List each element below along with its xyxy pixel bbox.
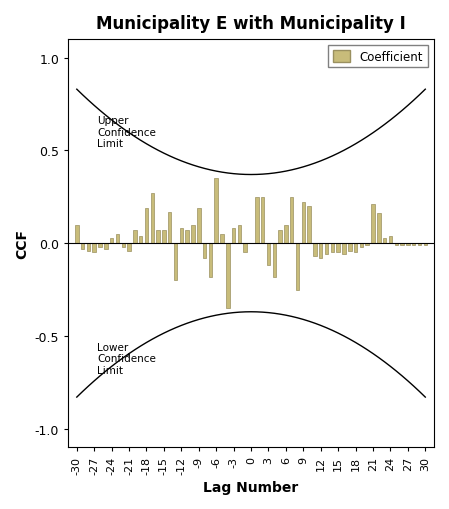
Bar [145,209,148,244]
Text: Upper
Confidence
Limit: Upper Confidence Limit [97,116,156,149]
Bar [383,238,387,244]
Bar [104,244,108,249]
Bar [197,209,201,244]
Bar [360,244,363,247]
Bar [133,231,136,244]
Bar [156,231,160,244]
Bar [365,244,369,245]
Bar [395,244,398,245]
Bar [284,225,288,244]
Bar [162,231,166,244]
Legend: Coefficient: Coefficient [328,46,428,68]
Bar [243,244,247,253]
Bar [220,235,224,244]
Bar [267,244,270,266]
Bar [87,244,90,251]
Bar [354,244,357,253]
Bar [174,244,177,280]
Bar [139,236,142,244]
Bar [308,207,311,244]
Bar [401,244,404,245]
Bar [75,225,79,244]
Bar [150,194,154,244]
Bar [412,244,415,245]
Bar [423,244,427,245]
Bar [302,203,305,244]
Bar [226,244,229,308]
Bar [185,231,189,244]
Bar [168,212,172,244]
Bar [290,197,294,244]
Bar [92,244,96,253]
Bar [273,244,276,277]
Bar [377,214,381,244]
Bar [98,244,102,247]
Bar [371,205,375,244]
Bar [325,244,328,255]
Bar [128,244,131,251]
Bar [389,236,392,244]
Bar [278,231,282,244]
Bar [215,179,218,244]
Bar [313,244,317,257]
Bar [110,238,114,244]
Bar [342,244,346,255]
Bar [348,244,352,251]
Text: Lower
Confidence
Limit: Lower Confidence Limit [97,342,156,375]
Bar [330,244,334,253]
Bar [255,197,259,244]
Bar [406,244,409,245]
Bar [336,244,340,253]
Bar [81,244,84,249]
Bar [319,244,322,259]
Bar [232,229,235,244]
Y-axis label: CCF: CCF [15,229,29,259]
Bar [238,225,241,244]
Bar [180,229,183,244]
Bar [191,225,195,244]
X-axis label: Lag Number: Lag Number [203,480,299,494]
Title: Municipality E with Municipality I: Municipality E with Municipality I [96,15,406,33]
Bar [261,197,264,244]
Bar [209,244,212,277]
Bar [203,244,207,259]
Bar [122,244,125,247]
Bar [296,244,299,290]
Bar [116,235,119,244]
Bar [418,244,421,245]
